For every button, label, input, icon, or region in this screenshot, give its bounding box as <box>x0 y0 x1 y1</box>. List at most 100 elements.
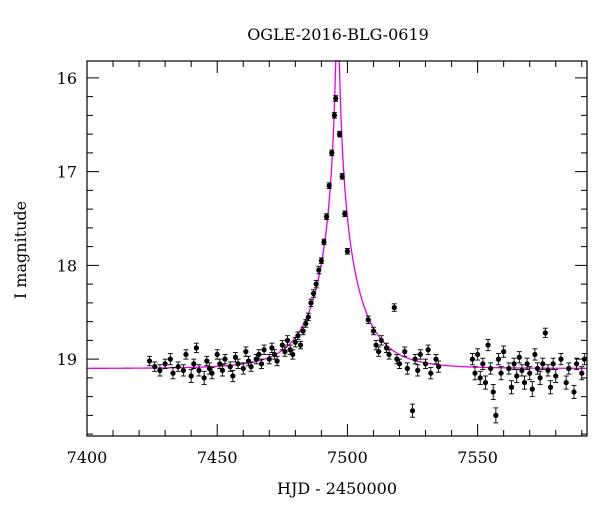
data-point <box>258 358 265 369</box>
point-marker <box>417 351 423 358</box>
data-point <box>402 346 408 357</box>
point-marker <box>472 370 478 376</box>
point-marker <box>227 364 233 370</box>
point-marker <box>501 349 507 355</box>
point-marker <box>266 356 272 362</box>
point-marker <box>402 349 408 355</box>
data-point <box>253 353 259 365</box>
data-point <box>183 349 189 360</box>
data-point <box>305 312 311 322</box>
point-marker <box>180 367 186 373</box>
point-marker <box>248 364 254 370</box>
point-marker <box>170 370 176 376</box>
points-layer <box>146 95 587 424</box>
point-marker <box>290 351 296 358</box>
data-point <box>501 345 507 358</box>
point-marker <box>258 361 265 367</box>
point-marker <box>305 314 311 320</box>
y-tick-label: 16 <box>57 69 77 88</box>
y-tick-label: 18 <box>57 256 77 275</box>
data-point <box>295 331 301 340</box>
data-point <box>495 353 502 366</box>
point-marker <box>271 351 278 358</box>
data-point <box>146 355 153 367</box>
point-marker <box>318 258 324 264</box>
data-point <box>472 366 478 381</box>
data-point <box>219 364 226 377</box>
point-marker <box>193 345 199 351</box>
data-point <box>378 335 384 346</box>
data-point <box>519 364 525 377</box>
data-point <box>282 346 288 357</box>
data-point <box>545 364 551 377</box>
point-marker <box>428 370 434 376</box>
point-marker <box>232 354 239 360</box>
data-point <box>477 370 483 385</box>
data-point <box>214 349 220 360</box>
point-marker <box>310 290 317 297</box>
x-axis-label: HJD - 2450000 <box>277 479 397 498</box>
point-marker <box>339 173 345 179</box>
point-marker <box>490 389 496 395</box>
point-marker <box>540 361 546 367</box>
data-point <box>337 130 343 138</box>
x-tick-label: 7500 <box>327 448 368 467</box>
point-marker <box>394 356 400 362</box>
data-point <box>394 353 400 365</box>
point-marker <box>370 328 377 334</box>
data-point <box>547 380 554 395</box>
point-marker <box>219 367 226 373</box>
point-marker <box>261 347 267 353</box>
point-marker <box>209 370 215 376</box>
data-point <box>550 357 556 370</box>
point-marker <box>545 367 551 373</box>
data-point <box>508 380 515 395</box>
point-marker <box>514 373 520 379</box>
x-tick-label: 7550 <box>457 448 498 467</box>
data-point <box>196 364 202 377</box>
point-marker <box>571 389 577 395</box>
point-marker <box>425 347 431 353</box>
point-marker <box>333 95 339 102</box>
y-tick-label: 19 <box>57 350 77 369</box>
data-point <box>167 353 173 366</box>
data-point <box>243 346 249 357</box>
ticks-layer: 7400 7450 7500 7550 16 17 18 19 <box>57 61 587 467</box>
point-marker <box>579 370 585 376</box>
data-point <box>329 149 335 157</box>
data-point <box>188 368 194 384</box>
point-marker <box>383 345 390 351</box>
point-marker <box>303 320 309 327</box>
point-marker <box>337 131 343 137</box>
data-point <box>271 349 278 360</box>
point-marker <box>284 337 291 343</box>
point-marker <box>282 349 288 355</box>
data-point <box>566 362 572 375</box>
point-marker <box>378 337 384 343</box>
data-point <box>425 344 431 355</box>
point-marker <box>422 361 429 367</box>
data-point <box>516 351 522 364</box>
point-marker <box>521 379 528 386</box>
data-point <box>248 361 254 372</box>
point-marker <box>235 361 241 367</box>
point-marker <box>201 375 207 381</box>
point-marker <box>222 356 228 362</box>
point-marker <box>529 386 535 392</box>
point-marker <box>295 333 301 339</box>
data-point <box>488 362 494 375</box>
point-marker <box>493 412 499 418</box>
point-marker <box>329 150 335 156</box>
point-marker <box>157 367 163 373</box>
data-point <box>480 357 486 370</box>
point-marker <box>511 361 517 367</box>
data-point <box>386 349 392 360</box>
point-marker <box>542 330 548 336</box>
point-marker <box>269 345 275 351</box>
point-marker <box>415 367 421 373</box>
point-marker <box>256 351 262 358</box>
point-marker <box>537 375 543 381</box>
data-point <box>266 353 272 365</box>
data-point <box>527 366 533 381</box>
data-point <box>308 298 314 308</box>
